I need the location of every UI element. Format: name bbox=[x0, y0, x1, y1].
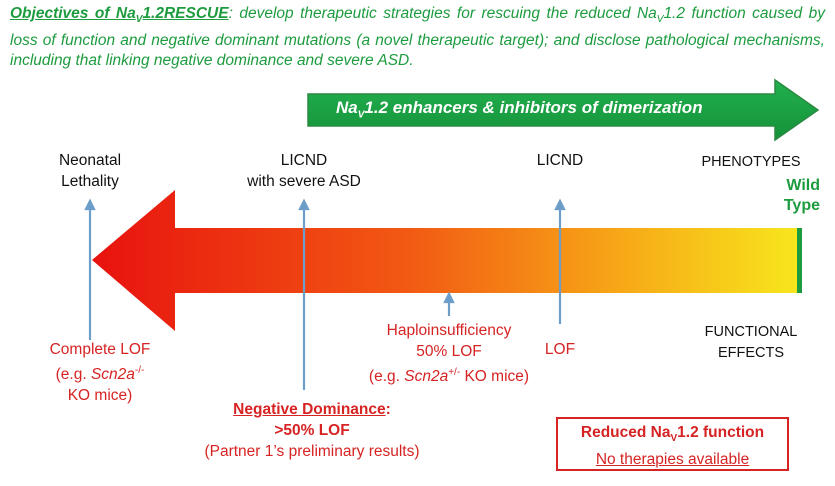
banner-label: NaV1.2 enhancers & inhibitors of dimeriz… bbox=[336, 98, 703, 121]
functional-effects-header: FUNCTIONAL EFFECTS bbox=[704, 324, 798, 361]
objective-lead: Objectives of NaV1.2RESCUE bbox=[10, 5, 229, 26]
wild-type-bar bbox=[797, 228, 802, 293]
enhancers-arrow bbox=[307, 78, 820, 142]
effect-haploinsufficiency: Haploinsufficiency 50% LOF (e.g. Scn2a+/… bbox=[368, 322, 530, 386]
effect-lof: LOF bbox=[544, 341, 576, 358]
effect-negative-dominance: Negative Dominance: >50% LOF (Partner 1’… bbox=[204, 401, 420, 460]
wild-type-label: Wild Type bbox=[783, 177, 820, 214]
phenotype-licnd: LICND bbox=[536, 152, 584, 169]
phenotypes-header: PHENOTYPES bbox=[701, 154, 801, 170]
effect-complete-lof: Complete LOF (e.g. Scn2a-/- KO mice) bbox=[49, 341, 151, 405]
objective-text: develop therapeutic strategies for rescu… bbox=[10, 5, 825, 70]
objective-paragraph: Objectives of NaV1.2RESCUE: develop ther… bbox=[10, 5, 825, 70]
phenotype-neonatal-lethality: Neonatal Lethality bbox=[58, 152, 122, 190]
phenotype-licnd-severe-asd: LICND with severe ASD bbox=[247, 152, 361, 190]
lof-gradient-arrow bbox=[92, 190, 798, 331]
reduced-function-box: Reduced NaV1.2 function No therapies ava… bbox=[556, 417, 789, 471]
